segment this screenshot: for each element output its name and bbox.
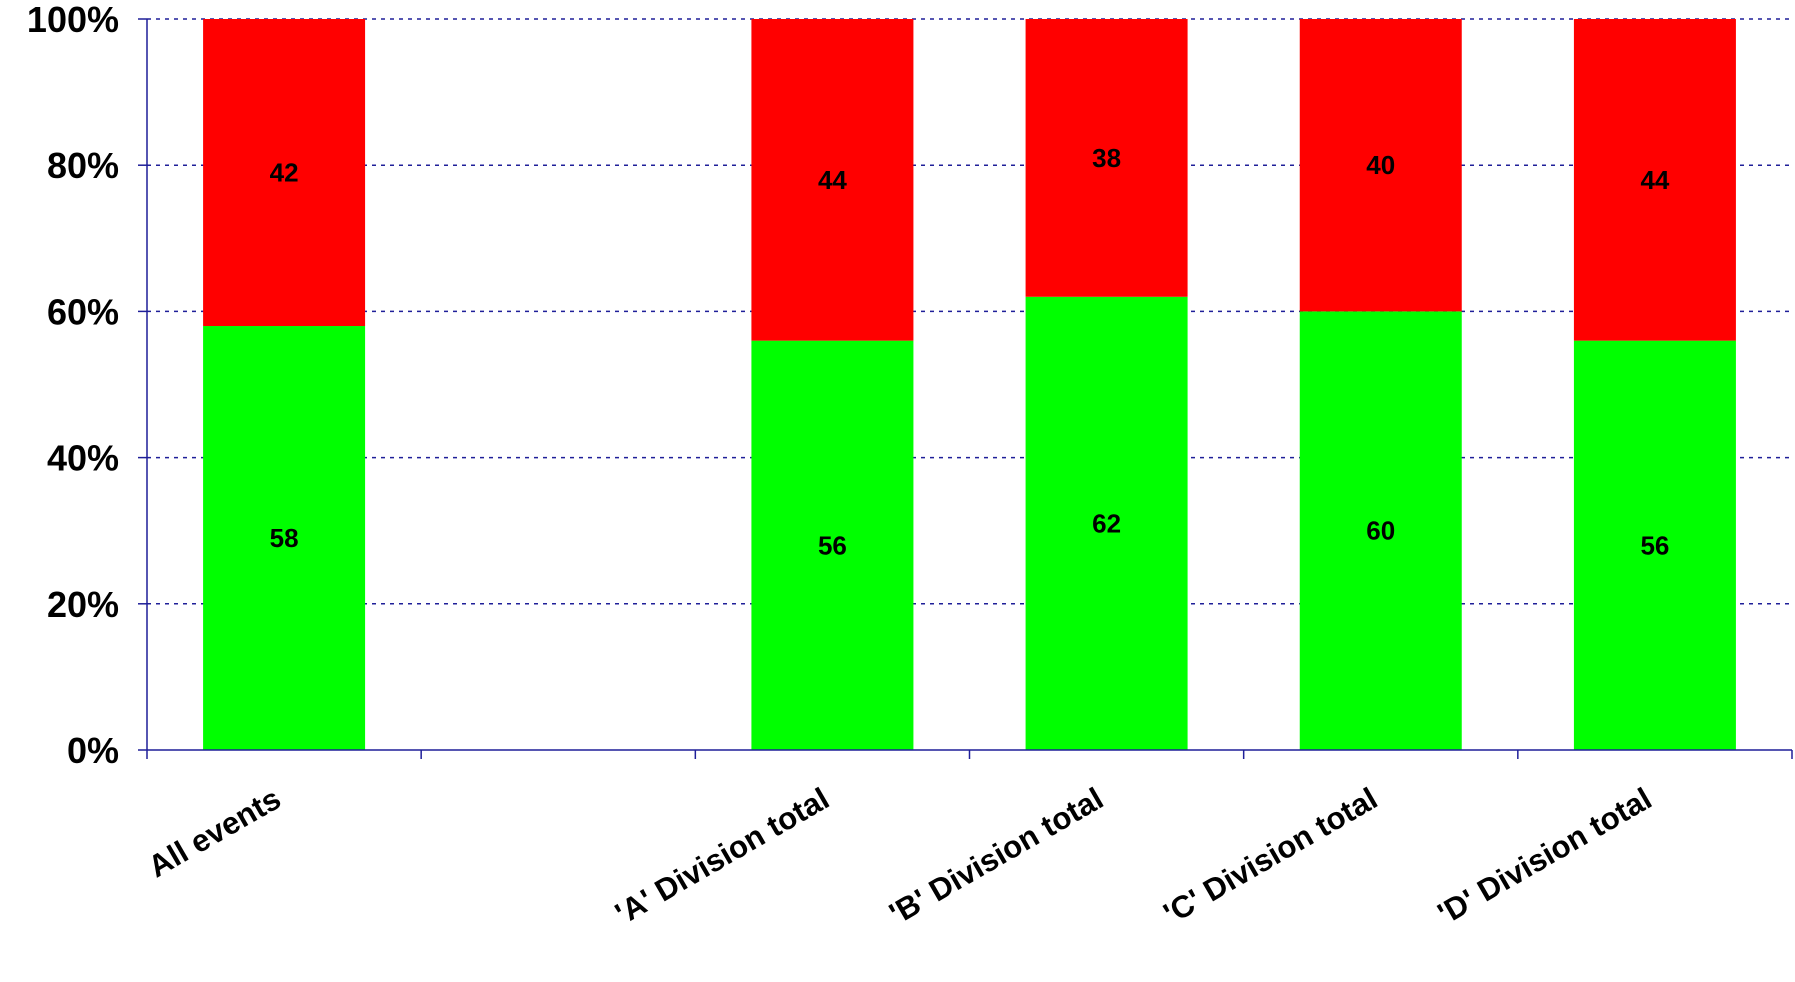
bar-segment [1573, 19, 1736, 341]
bar-segment [751, 340, 914, 750]
bar-segment [1025, 19, 1188, 297]
y-tick-label: 100% [27, 0, 119, 40]
x-category-label: 'C' Division total [1158, 781, 1384, 931]
y-tick-label: 0% [67, 730, 119, 771]
data-label: 58 [270, 523, 299, 553]
y-tick-label: 60% [47, 291, 119, 332]
data-label: 42 [270, 158, 299, 188]
data-label: 56 [1640, 530, 1669, 560]
y-tick-label: 20% [47, 584, 119, 625]
data-label: 62 [1092, 508, 1121, 538]
data-label: 44 [1640, 165, 1669, 195]
x-category-label: All events [142, 781, 286, 885]
axes [138, 18, 1793, 759]
bar-segment [203, 19, 366, 327]
bar-segment [1299, 19, 1462, 312]
x-category-label: 'A' Division total [609, 781, 835, 931]
y-tick-label: 80% [47, 145, 119, 186]
bar-segment [751, 19, 914, 341]
data-label: 56 [818, 530, 847, 560]
y-tick-label: 40% [47, 438, 119, 479]
data-label: 38 [1092, 143, 1121, 173]
x-category-label: 'D' Division total [1432, 781, 1658, 931]
bar-segment [1573, 340, 1736, 750]
bar-segment [1299, 311, 1462, 750]
gridlines [147, 18, 1792, 605]
bar-segment [1025, 296, 1188, 750]
data-label: 60 [1366, 516, 1395, 546]
data-label: 40 [1366, 150, 1395, 180]
bars [203, 19, 1736, 750]
bar-segment [203, 326, 366, 750]
x-category-label: 'B' Division total [883, 781, 1109, 931]
data-label: 44 [818, 165, 847, 195]
